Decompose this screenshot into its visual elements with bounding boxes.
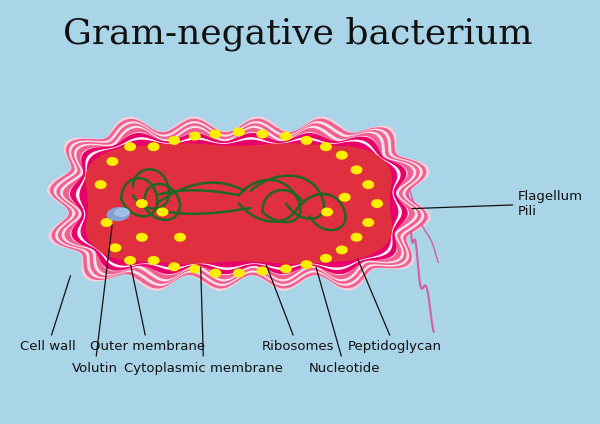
- Polygon shape: [78, 139, 400, 268]
- Polygon shape: [80, 140, 398, 267]
- Circle shape: [125, 143, 136, 151]
- Circle shape: [301, 137, 312, 144]
- Circle shape: [233, 128, 244, 136]
- Circle shape: [322, 208, 332, 216]
- Circle shape: [257, 267, 268, 275]
- Circle shape: [210, 130, 221, 138]
- Polygon shape: [71, 134, 407, 273]
- Polygon shape: [54, 122, 424, 285]
- Text: Ribosomes: Ribosomes: [262, 265, 334, 354]
- Circle shape: [281, 132, 291, 140]
- Circle shape: [301, 261, 312, 268]
- Circle shape: [110, 244, 121, 251]
- Polygon shape: [50, 119, 427, 288]
- Circle shape: [148, 143, 159, 151]
- Text: Gram-negative bacterium: Gram-negative bacterium: [63, 16, 532, 50]
- Circle shape: [363, 181, 374, 188]
- Polygon shape: [61, 126, 417, 281]
- Polygon shape: [86, 144, 392, 263]
- Text: Cytoplasmic membrane: Cytoplasmic membrane: [124, 268, 283, 374]
- Circle shape: [340, 193, 350, 201]
- Polygon shape: [57, 124, 421, 283]
- Circle shape: [351, 234, 362, 241]
- Text: Flagellum
Pili: Flagellum Pili: [412, 190, 583, 218]
- Circle shape: [320, 143, 331, 151]
- Circle shape: [101, 219, 112, 226]
- Text: Outer membrane: Outer membrane: [90, 265, 205, 354]
- Circle shape: [107, 158, 118, 165]
- Circle shape: [210, 269, 221, 277]
- Circle shape: [95, 181, 106, 188]
- Circle shape: [233, 269, 244, 277]
- Circle shape: [363, 219, 374, 226]
- Circle shape: [190, 132, 200, 140]
- Circle shape: [137, 234, 147, 241]
- Circle shape: [169, 137, 179, 144]
- Circle shape: [337, 151, 347, 159]
- Circle shape: [169, 263, 179, 271]
- Circle shape: [157, 208, 168, 216]
- Text: Peptidoglycan: Peptidoglycan: [348, 259, 442, 354]
- Circle shape: [337, 246, 347, 254]
- Circle shape: [257, 130, 268, 138]
- Text: Volutin: Volutin: [72, 225, 118, 374]
- Text: Nucleotide: Nucleotide: [309, 267, 380, 374]
- Polygon shape: [70, 133, 408, 274]
- Circle shape: [125, 257, 136, 264]
- Circle shape: [148, 257, 159, 264]
- Circle shape: [320, 254, 331, 262]
- Ellipse shape: [115, 209, 129, 216]
- Circle shape: [351, 166, 362, 174]
- Circle shape: [137, 200, 147, 207]
- Polygon shape: [64, 128, 414, 279]
- Circle shape: [190, 265, 200, 273]
- Text: Cell wall: Cell wall: [20, 276, 76, 354]
- Polygon shape: [77, 138, 401, 269]
- Ellipse shape: [107, 208, 130, 220]
- Polygon shape: [47, 117, 430, 290]
- Circle shape: [281, 265, 291, 273]
- Circle shape: [175, 234, 185, 241]
- Circle shape: [372, 200, 382, 207]
